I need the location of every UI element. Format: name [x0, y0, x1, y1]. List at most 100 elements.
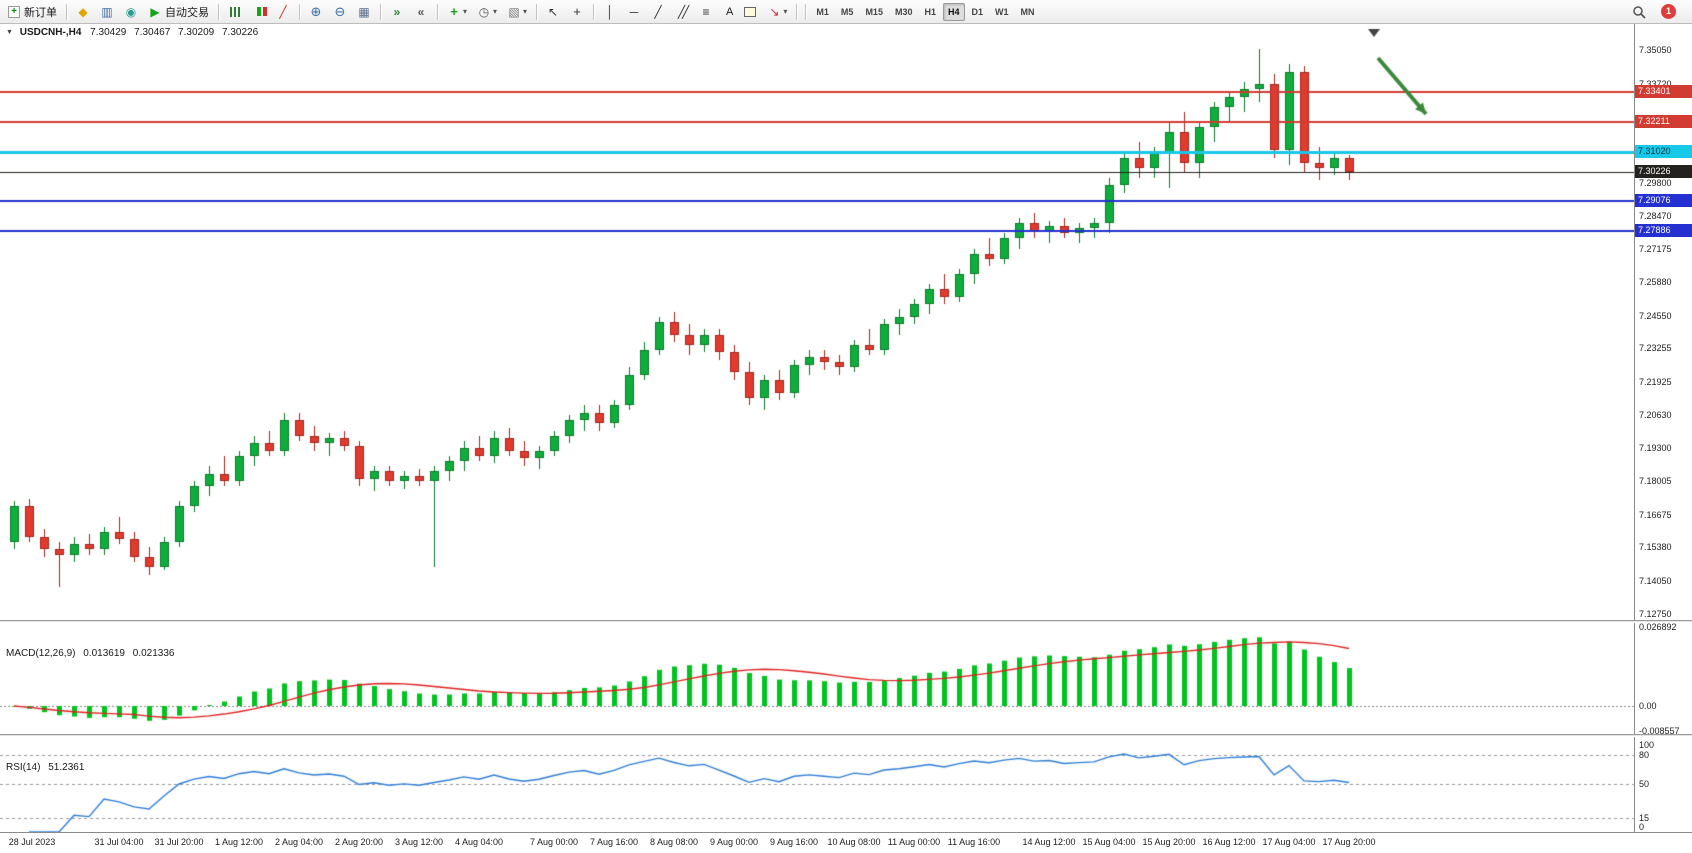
- text-label-icon: [743, 5, 757, 19]
- cursor-icon: [546, 5, 560, 19]
- candle-chart-button[interactable]: [248, 1, 270, 23]
- price-tick: 7.21925: [1639, 376, 1672, 387]
- horizontal-line-button[interactable]: [623, 1, 645, 23]
- resistance-line-1-badge: 7.33401: [1635, 84, 1692, 98]
- price-tick: 7.14050: [1639, 576, 1672, 587]
- zoom-in-button[interactable]: [305, 1, 327, 23]
- search-button[interactable]: [1628, 1, 1650, 23]
- indicators-button[interactable]: [443, 1, 471, 23]
- notifications-badge[interactable]: 1: [1661, 4, 1676, 19]
- pane-separator[interactable]: [0, 620, 1692, 623]
- zoom-out-button[interactable]: [329, 1, 351, 23]
- price-tick: 7.23255: [1639, 343, 1672, 354]
- one-click-panel-arrow-icon[interactable]: [6, 29, 13, 36]
- rsi-label: RSI(14) 51.2361: [6, 762, 89, 773]
- time-label: 28 Jul 2023: [8, 837, 56, 847]
- toolbar-separator: [805, 3, 807, 20]
- arrows-icon: [767, 5, 781, 19]
- pane-separator[interactable]: [0, 734, 1692, 737]
- price-tick: 7.20630: [1639, 409, 1672, 420]
- time-label: 31 Jul 20:00: [154, 837, 204, 847]
- time-label: 31 Jul 04:00: [94, 837, 144, 847]
- tile-windows-icon: [357, 5, 371, 19]
- fibonacci-button[interactable]: [695, 1, 717, 23]
- channel-button[interactable]: [671, 1, 693, 23]
- price-tick: 7.15380: [1639, 542, 1672, 553]
- timeframe-mn-button[interactable]: MN: [1020, 6, 1035, 17]
- timeframe-toolbar: M1 M5 M15 M30 H1 H4 D1 W1 MN: [810, 0, 1040, 23]
- fibo-icon: [699, 5, 713, 19]
- arrows-button[interactable]: [763, 1, 791, 23]
- time-axis[interactable]: 28 Jul 2023 31 Jul 04:00 31 Jul 20:00 1 Aug…: [0, 832, 1692, 853]
- timeframe-m1-button[interactable]: M1: [816, 6, 829, 17]
- bar-chart-button[interactable]: [224, 1, 246, 23]
- bars-icon: [228, 5, 242, 19]
- price-tick: 7.12750: [1639, 608, 1672, 619]
- timeframe-m5-button[interactable]: M5: [840, 6, 854, 17]
- search-icon: [1633, 5, 1646, 19]
- refresh-button[interactable]: [120, 1, 142, 23]
- tile-windows-button[interactable]: [353, 1, 375, 23]
- price-tick: 7.18005: [1639, 476, 1672, 487]
- rsi-tick: 100: [1639, 740, 1655, 750]
- time-label: 17 Aug 04:00: [1262, 837, 1316, 847]
- metaeditor-icon: [76, 5, 90, 19]
- timeframe-h1-button[interactable]: H1: [924, 6, 936, 17]
- cursor-button[interactable]: [542, 1, 564, 23]
- timeframe-m15-button[interactable]: M15: [865, 6, 883, 17]
- market-watch-icon: [100, 5, 114, 19]
- autotrading-icon: [148, 5, 162, 19]
- main-toolbar: 新订单 自动交易 A M1 M5 M15 M30 H1 H4 D1 W1 MN 1: [0, 0, 1692, 24]
- timeframe-h4-button[interactable]: H4: [942, 2, 965, 21]
- time-label: 4 Aug 04:00: [454, 837, 504, 847]
- time-label: 15 Aug 04:00: [1082, 837, 1136, 847]
- market-watch-button[interactable]: [96, 1, 118, 23]
- new-order-button-label: 新订单: [24, 6, 57, 19]
- price-axis[interactable]: 7.35050 7.33720 7.29800 7.28470 7.27175 7.258…: [1634, 24, 1692, 832]
- timeframe-m30-button[interactable]: M30: [894, 6, 913, 17]
- metaeditor-button[interactable]: [72, 1, 94, 23]
- toolbar-separator: [299, 3, 300, 20]
- trendline-button[interactable]: [647, 1, 669, 23]
- periods-button[interactable]: [473, 1, 501, 23]
- templates-icon: [507, 5, 521, 19]
- toolbar-separator: [593, 3, 595, 20]
- time-label: 2 Aug 20:00: [334, 837, 384, 847]
- support-line-2-badge: 7.27886: [1635, 224, 1692, 238]
- text-tool-button-label: A: [726, 5, 734, 18]
- channel-icon: [675, 5, 689, 19]
- crosshair-button[interactable]: [566, 1, 588, 23]
- templates-button[interactable]: [503, 1, 531, 23]
- quote-open: 7.30429: [90, 27, 127, 38]
- pivot-line-badge: 7.31020: [1635, 144, 1692, 158]
- rsi-value: 51.2361: [48, 762, 85, 773]
- resistance-line-2-badge: 7.32211: [1635, 114, 1692, 128]
- vertical-line-button[interactable]: [599, 1, 621, 23]
- autotrading-button[interactable]: 自动交易: [144, 1, 213, 23]
- auto-scroll-icon: [390, 5, 404, 19]
- text-label-button[interactable]: [739, 1, 761, 23]
- chart-shift-icon: [414, 5, 428, 19]
- chart-canvas[interactable]: [0, 24, 1634, 832]
- time-label: 11 Aug 16:00: [947, 837, 1001, 847]
- chart-shift-button[interactable]: [410, 1, 432, 23]
- zoom-in-icon: [309, 5, 323, 19]
- rsi-tick: 80: [1639, 750, 1650, 761]
- candles-icon: [252, 5, 266, 19]
- line-chart-button[interactable]: [272, 1, 294, 23]
- rsi-tick: 15: [1639, 812, 1650, 823]
- text-tool-button[interactable]: A: [719, 1, 737, 23]
- zoom-out-icon: [333, 5, 347, 19]
- timeframe-d1-button[interactable]: D1: [971, 6, 984, 17]
- time-label: 8 Aug 08:00: [649, 837, 699, 847]
- vline-icon: [603, 5, 617, 19]
- auto-scroll-button[interactable]: [386, 1, 408, 23]
- quote-high: 7.30467: [134, 27, 171, 38]
- trendline-icon: [651, 5, 665, 19]
- toolbar-separator: [437, 3, 438, 20]
- chart-title: USDCNH-,H4 7.30429 7.30467 7.30209 7.302…: [6, 27, 263, 38]
- price-tick: 7.25880: [1639, 276, 1672, 287]
- timeframe-w1-button[interactable]: W1: [995, 6, 1009, 17]
- new-order-button[interactable]: 新订单: [3, 1, 61, 23]
